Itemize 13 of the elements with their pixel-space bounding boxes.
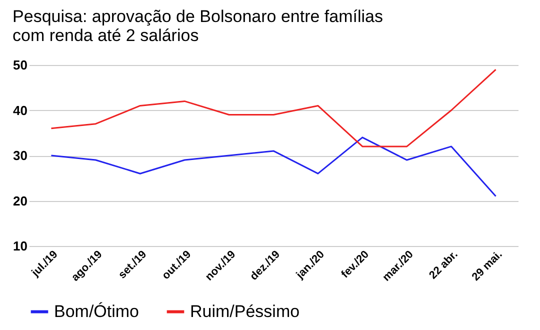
line-series [50,136,497,197]
y-tick-label: 10 [13,238,28,254]
text: Pesquisa: aprovação de Bolsonaro entre famílias [12,7,383,26]
x-tick-label: 22 abr. [427,248,460,282]
y-tick-label: 30 [13,148,28,163]
y-tick-label: 50 [13,58,28,72]
legend-label: Ruim/Péssimo [190,302,300,321]
text: com renda até 2 salários [12,26,199,45]
x-tick-label: 29 mai. [470,248,505,284]
line-series [50,68,497,148]
legend-label: Bom/Ótimo [54,302,140,321]
y-tick-label: 20 [13,193,28,208]
y-tick-label: 40 [13,102,28,118]
